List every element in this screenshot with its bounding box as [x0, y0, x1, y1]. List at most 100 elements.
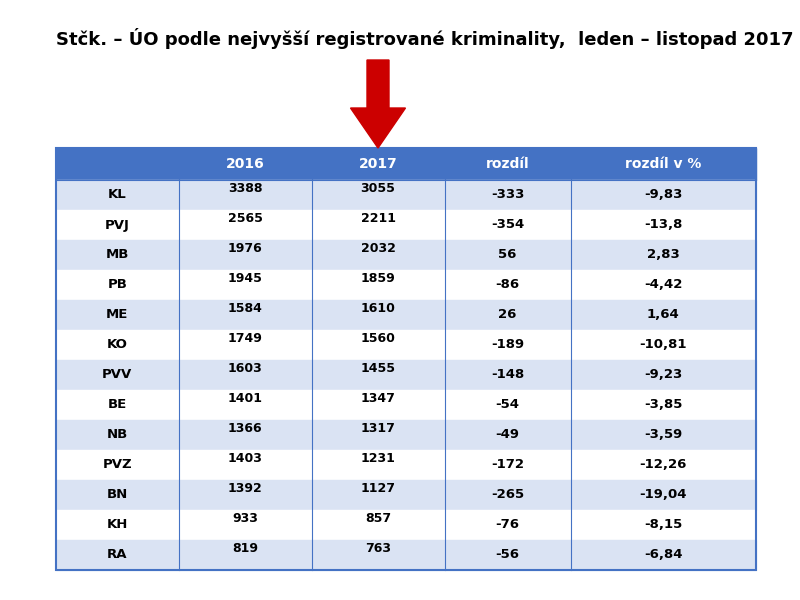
Text: 857: 857 [365, 512, 391, 526]
Text: 1610: 1610 [361, 302, 395, 316]
Bar [178, 240, 311, 270]
Text: -9,23: -9,23 [644, 368, 682, 382]
Text: 1749: 1749 [227, 332, 262, 346]
Text: 2565: 2565 [227, 212, 262, 226]
Bar [178, 210, 311, 240]
Bar [445, 330, 570, 360]
Bar [445, 270, 570, 300]
Text: ME: ME [106, 308, 129, 322]
Bar [445, 540, 570, 570]
Text: BE: BE [108, 398, 127, 412]
Text: -265: -265 [491, 488, 524, 502]
Bar [56, 330, 178, 360]
Text: 1317: 1317 [361, 422, 395, 436]
Text: -354: -354 [491, 218, 524, 232]
Text: 1584: 1584 [227, 302, 262, 316]
Text: KO: KO [107, 338, 128, 352]
Text: NB: NB [106, 428, 128, 442]
Text: KL: KL [108, 188, 126, 202]
Text: -12,26: -12,26 [639, 458, 687, 472]
Bar [445, 180, 570, 210]
Text: -76: -76 [495, 518, 519, 532]
Bar [56, 148, 756, 570]
Text: -3,85: -3,85 [644, 398, 682, 412]
Text: 1392: 1392 [228, 482, 262, 496]
Bar [570, 148, 756, 180]
Text: 56: 56 [498, 248, 517, 262]
Bar [56, 180, 178, 210]
Text: 1347: 1347 [361, 392, 395, 406]
Bar [445, 480, 570, 510]
Bar [311, 270, 445, 300]
Bar [570, 420, 756, 450]
Bar [178, 480, 311, 510]
Text: -9,83: -9,83 [644, 188, 682, 202]
Bar [570, 450, 756, 480]
Bar [178, 390, 311, 420]
Bar [178, 300, 311, 330]
Bar [445, 420, 570, 450]
Bar [311, 360, 445, 390]
Text: -6,84: -6,84 [644, 548, 682, 562]
Bar [311, 510, 445, 540]
Bar [570, 480, 756, 510]
Bar [178, 420, 311, 450]
Text: -4,42: -4,42 [644, 278, 682, 292]
Bar [56, 300, 178, 330]
Bar [570, 360, 756, 390]
Text: -86: -86 [495, 278, 519, 292]
Text: 1231: 1231 [361, 452, 395, 466]
Bar [445, 210, 570, 240]
Text: -333: -333 [491, 188, 524, 202]
Bar [570, 210, 756, 240]
Bar [178, 330, 311, 360]
Text: -54: -54 [495, 398, 519, 412]
Text: -148: -148 [491, 368, 524, 382]
Text: 3388: 3388 [228, 182, 262, 196]
Text: rozdíl v %: rozdíl v % [625, 157, 702, 171]
Bar [311, 540, 445, 570]
Bar [311, 240, 445, 270]
Text: -10,81: -10,81 [639, 338, 687, 352]
FancyArrow shape [350, 60, 406, 148]
Bar [311, 300, 445, 330]
Text: 933: 933 [232, 512, 258, 526]
Bar [178, 270, 311, 300]
Text: 26: 26 [498, 308, 517, 322]
Text: PB: PB [107, 278, 127, 292]
Bar [56, 210, 178, 240]
Text: -189: -189 [491, 338, 524, 352]
Bar [56, 450, 178, 480]
Text: 1127: 1127 [361, 482, 395, 496]
Text: 1859: 1859 [361, 272, 395, 286]
Text: -19,04: -19,04 [639, 488, 687, 502]
Text: 819: 819 [232, 542, 258, 556]
Bar [570, 240, 756, 270]
Bar [445, 360, 570, 390]
Text: BN: BN [106, 488, 128, 502]
Bar [570, 540, 756, 570]
Bar [311, 148, 445, 180]
Bar [570, 300, 756, 330]
Text: -13,8: -13,8 [644, 218, 682, 232]
Bar [311, 210, 445, 240]
Text: 1455: 1455 [361, 362, 395, 376]
Text: PVZ: PVZ [102, 458, 132, 472]
Text: 1,64: 1,64 [647, 308, 680, 322]
Bar [570, 180, 756, 210]
Bar [178, 180, 311, 210]
Text: 2211: 2211 [361, 212, 395, 226]
Bar [311, 420, 445, 450]
Bar [445, 240, 570, 270]
Bar [311, 180, 445, 210]
Text: rozdíl: rozdíl [486, 157, 530, 171]
Text: 2017: 2017 [358, 157, 398, 171]
Bar [178, 450, 311, 480]
Text: -8,15: -8,15 [644, 518, 682, 532]
Text: 2032: 2032 [361, 242, 395, 256]
Bar [445, 148, 570, 180]
Bar [56, 360, 178, 390]
Bar [56, 270, 178, 300]
Bar [56, 510, 178, 540]
Text: Stčk. – ÚO podle nejvyšší registrované kriminality,  leden – listopad 2017: Stčk. – ÚO podle nejvyšší registrované k… [56, 28, 794, 49]
